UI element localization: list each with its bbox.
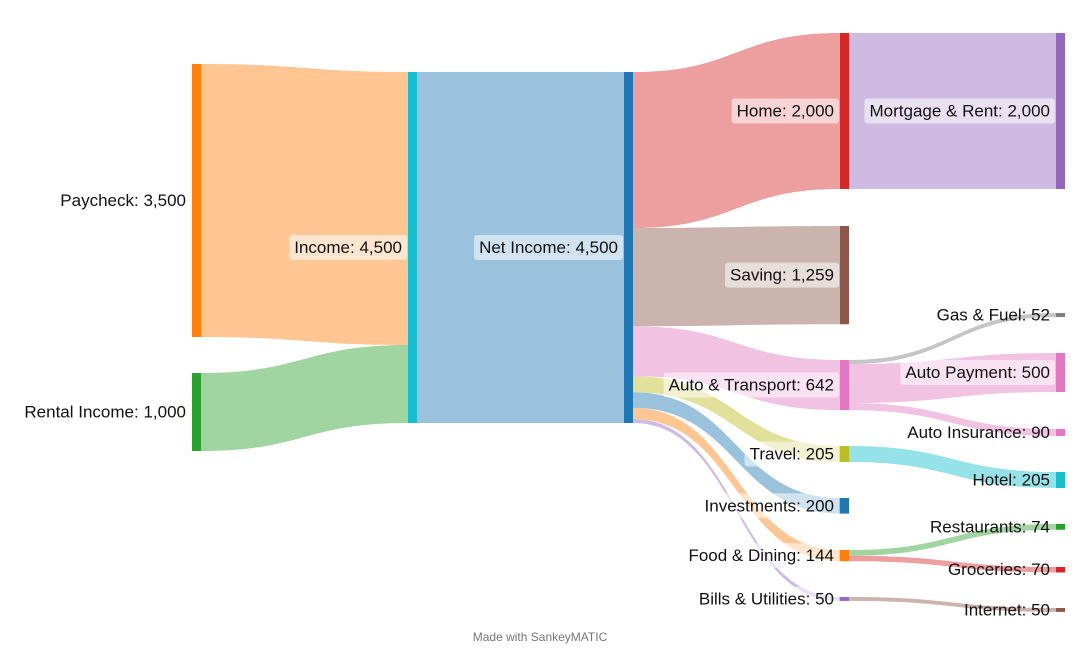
node-label-groceries: Groceries: 70 xyxy=(948,560,1050,579)
node-groceries xyxy=(1056,567,1065,573)
node-mortgage xyxy=(1056,33,1065,189)
node-label-mortgage: Mortgage & Rent: 2,000 xyxy=(869,102,1050,121)
link-auto-gas xyxy=(849,313,1056,365)
node-label-bg-income xyxy=(289,235,407,260)
node-label-bg-bills xyxy=(693,586,839,612)
node-label-gas: Gas & Fuel: 52 xyxy=(937,306,1050,325)
sankey-labels: Paycheck: 3,500 Rental Income: 1,000 Incom… xyxy=(24,98,1055,619)
node-label-paycheck: Paycheck: 3,500 xyxy=(60,191,186,210)
node-label-bg-home xyxy=(731,98,839,124)
node-autoins xyxy=(1056,429,1065,437)
node-home xyxy=(840,33,849,189)
node-label-autopay: Auto Payment: 500 xyxy=(905,363,1050,382)
node-label-home: Home: 2,000 xyxy=(737,102,834,121)
node-label-auto: Auto & Transport: 642 xyxy=(669,376,834,395)
node-label-bg-net xyxy=(474,235,623,260)
node-label-bg-travel xyxy=(744,441,839,467)
link-paycheck-income xyxy=(201,64,408,345)
node-label-net: Net Income: 4,500 xyxy=(479,238,618,257)
node-label-hotel: Hotel: 205 xyxy=(973,470,1051,489)
node-label-rental: Rental Income: 1,000 xyxy=(24,403,186,422)
node-travel xyxy=(840,446,849,462)
link-travel-hotel xyxy=(849,446,1056,488)
sankey-nodes xyxy=(192,33,1065,612)
node-label-internet: Internet: 50 xyxy=(964,600,1050,619)
node-food xyxy=(840,550,849,562)
link-net-invest xyxy=(633,392,840,514)
link-food-restaurants xyxy=(849,524,1056,556)
node-label-bg-saving xyxy=(725,262,839,288)
footer-credit: Made with SankeyMATIC xyxy=(472,630,608,644)
node-label-food: Food & Dining: 144 xyxy=(688,546,834,565)
node-invest xyxy=(840,498,849,514)
node-saving xyxy=(840,226,849,325)
node-label-bills: Bills & Utilities: 50 xyxy=(699,589,834,608)
node-paycheck xyxy=(192,64,201,337)
link-net-travel xyxy=(633,376,840,462)
node-bills xyxy=(840,597,849,601)
link-auto-autoins xyxy=(849,403,1056,437)
node-income xyxy=(408,72,417,423)
node-autopay xyxy=(1056,353,1065,392)
node-net xyxy=(624,72,633,423)
node-label-bg-invest xyxy=(699,493,839,519)
node-restaurants xyxy=(1056,524,1065,530)
link-rental-income xyxy=(201,345,408,451)
node-auto xyxy=(840,360,849,411)
node-label-bg-mortgage xyxy=(864,98,1055,124)
node-hotel xyxy=(1056,472,1065,488)
node-label-income: Income: 4,500 xyxy=(294,238,402,257)
node-label-autoins: Auto Insurance: 90 xyxy=(907,423,1050,442)
node-label-invest: Investments: 200 xyxy=(705,496,834,515)
node-label-travel: Travel: 205 xyxy=(750,444,834,463)
link-net-food xyxy=(633,407,840,562)
node-label-restaurants: Restaurants: 74 xyxy=(930,517,1050,536)
link-food-groceries xyxy=(849,555,1056,573)
node-rental xyxy=(192,373,201,451)
link-net-home xyxy=(633,33,840,228)
node-label-bg-autopay xyxy=(900,360,1055,385)
node-label-saving: Saving: 1,259 xyxy=(730,266,834,285)
node-internet xyxy=(1056,608,1065,612)
node-label-bg-food xyxy=(683,543,839,569)
node-gas xyxy=(1056,313,1065,318)
link-bills-internet xyxy=(849,597,1056,612)
node-label-bg-auto xyxy=(663,372,839,398)
